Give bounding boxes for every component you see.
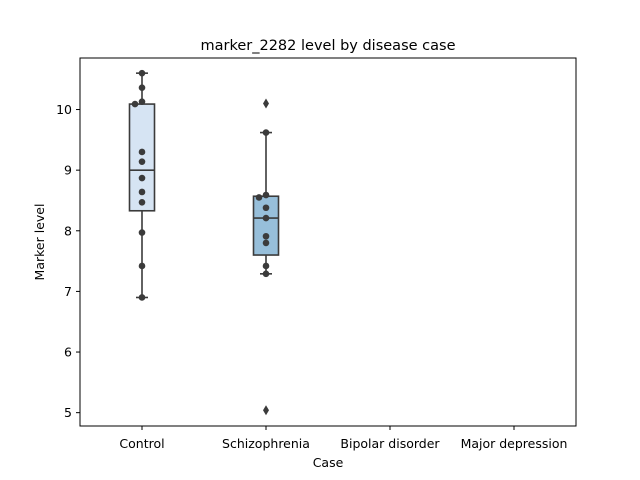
- y-tick-label: 8: [64, 223, 72, 238]
- x-tick-label: Bipolar disorder: [340, 436, 440, 451]
- data-point: [262, 204, 270, 212]
- x-tick-label: Major depression: [461, 436, 568, 451]
- data-point: [262, 270, 270, 278]
- outlier-marker: [263, 405, 269, 416]
- data-point: [262, 239, 270, 247]
- data-point: [262, 214, 270, 222]
- data-point: [138, 148, 146, 156]
- y-tick-label: 6: [64, 345, 72, 360]
- plot-area-frame: [79, 57, 577, 427]
- outlier-marker: [263, 98, 269, 109]
- x-tick-label: Control: [119, 436, 164, 451]
- box-group: [252, 98, 280, 416]
- chart-title: marker_2282 level by disease case: [201, 38, 456, 54]
- data-point: [138, 294, 146, 301]
- x-tick-label: Schizophrenia: [222, 436, 310, 451]
- data-point: [138, 98, 146, 105]
- data-point: [262, 232, 270, 240]
- x-axis-label: Case: [313, 455, 344, 470]
- data-point: [262, 129, 270, 136]
- data-point: [138, 198, 146, 206]
- data-point: [255, 194, 263, 201]
- y-tick-label: 10: [56, 102, 72, 117]
- data-point: [138, 229, 146, 236]
- data-point: [138, 174, 146, 182]
- y-axis-label: Marker level: [32, 204, 47, 281]
- data-point: [131, 100, 139, 108]
- data-point: [138, 158, 146, 165]
- data-point: [138, 262, 146, 270]
- data-point: [138, 84, 146, 92]
- data-point: [262, 262, 270, 270]
- y-tick-label: 7: [64, 284, 72, 299]
- data-point: [138, 188, 146, 196]
- data-point: [138, 69, 146, 77]
- y-tick-label: 9: [64, 163, 72, 178]
- data-point: [262, 191, 270, 199]
- y-tick-label: 5: [64, 405, 72, 420]
